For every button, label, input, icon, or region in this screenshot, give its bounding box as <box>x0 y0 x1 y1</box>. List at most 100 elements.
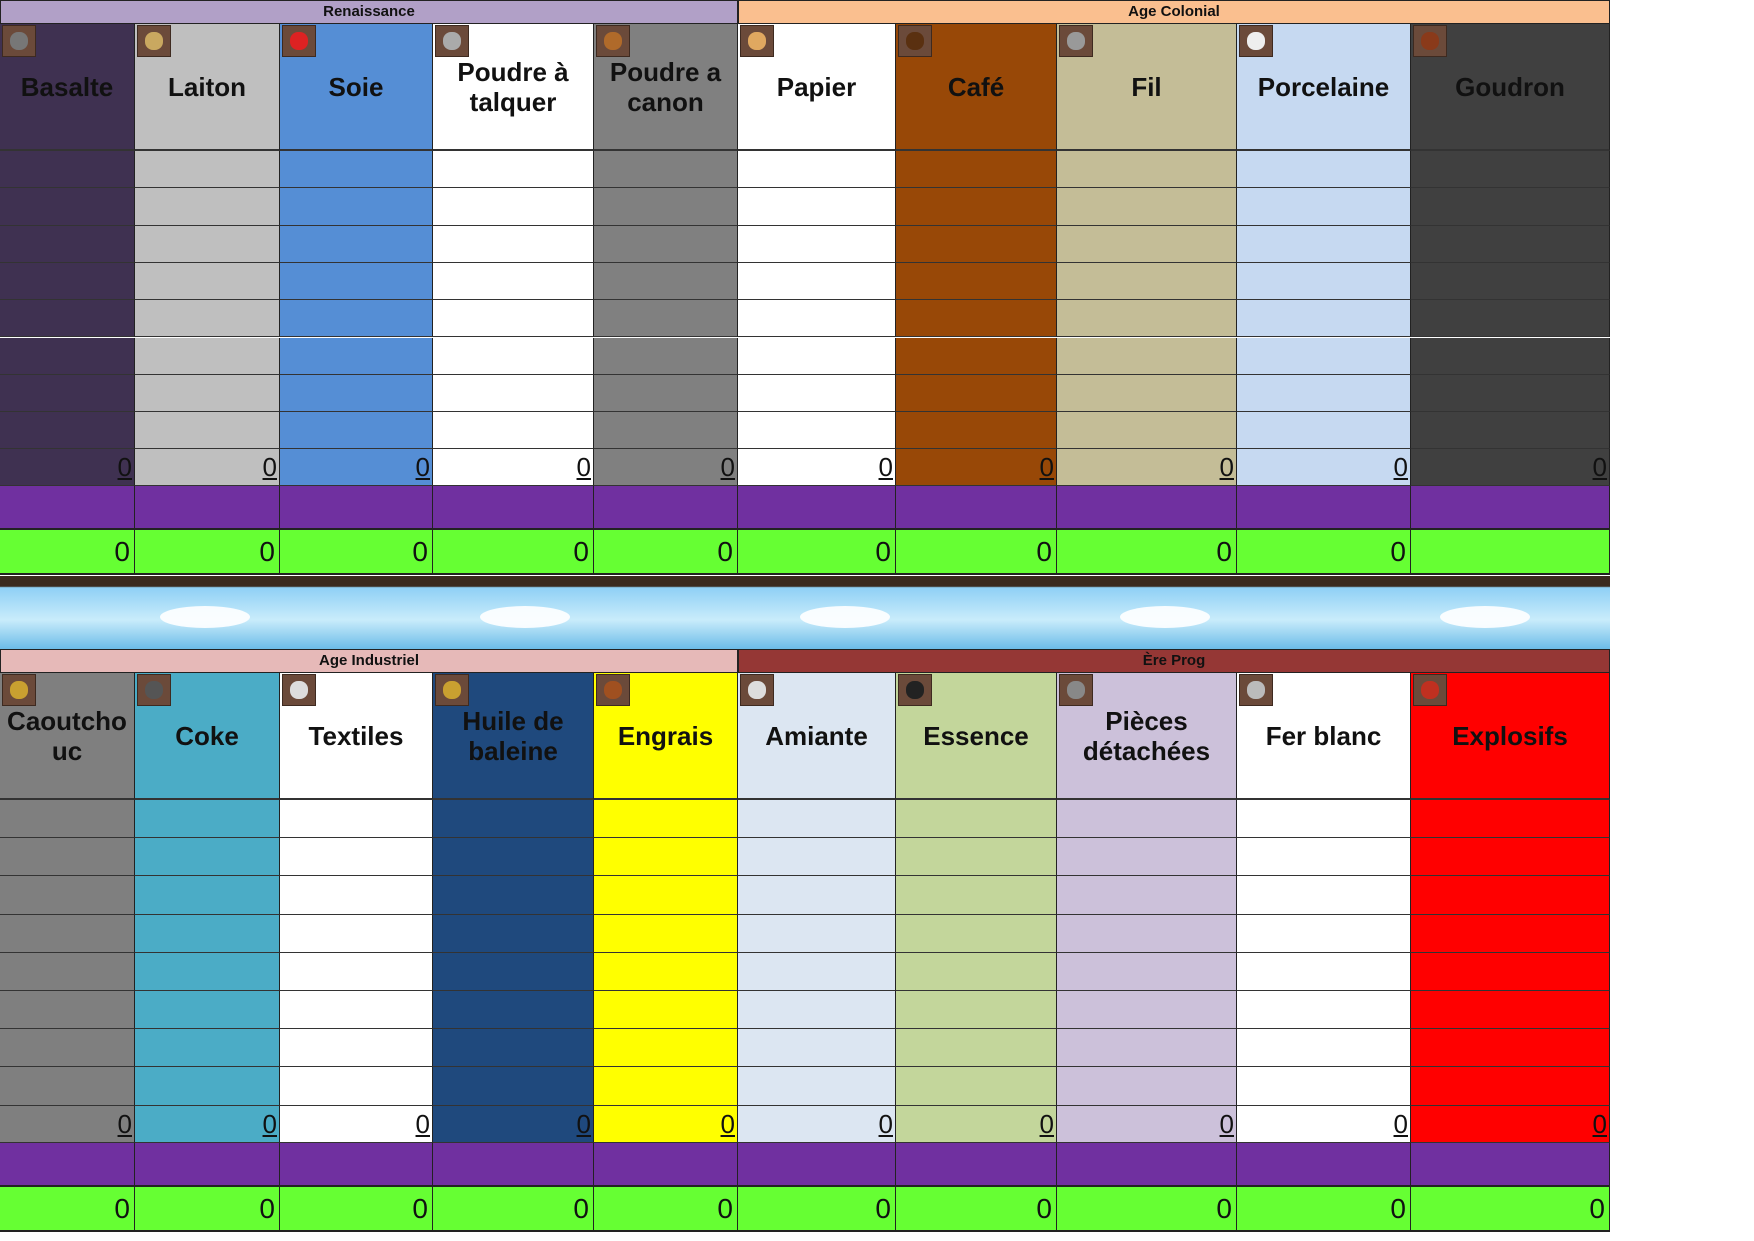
input-cell[interactable] <box>0 300 135 338</box>
input-cell[interactable] <box>0 1029 135 1068</box>
input-cell[interactable] <box>1237 225 1411 263</box>
input-cell[interactable] <box>594 800 738 839</box>
input-cell[interactable] <box>280 800 433 839</box>
input-cell[interactable] <box>280 1067 433 1106</box>
input-cell[interactable] <box>896 1029 1057 1068</box>
input-cell[interactable] <box>1237 876 1411 915</box>
input-cell[interactable] <box>0 800 135 839</box>
input-cell[interactable] <box>738 337 896 375</box>
input-cell[interactable] <box>594 412 738 450</box>
input-cell[interactable] <box>1411 337 1610 375</box>
input-cell[interactable] <box>135 1029 280 1068</box>
input-cell[interactable] <box>433 337 594 375</box>
input-cell[interactable] <box>896 838 1057 877</box>
input-cell[interactable] <box>896 412 1057 450</box>
input-cell[interactable] <box>280 337 433 375</box>
input-cell[interactable] <box>594 374 738 413</box>
input-cell[interactable] <box>594 188 738 226</box>
input-cell[interactable] <box>896 952 1057 991</box>
input-cell[interactable] <box>594 838 738 877</box>
input-cell[interactable] <box>1057 188 1237 226</box>
input-cell[interactable] <box>738 412 896 450</box>
input-cell[interactable] <box>280 374 433 413</box>
input-cell[interactable] <box>738 300 896 338</box>
input-cell[interactable] <box>135 225 280 263</box>
input-cell[interactable] <box>0 412 135 450</box>
input-cell[interactable] <box>0 952 135 991</box>
input-cell[interactable] <box>738 188 896 226</box>
input-cell[interactable] <box>1237 1067 1411 1106</box>
column-total-link[interactable]: 0 <box>896 1105 1057 1143</box>
input-cell[interactable] <box>594 300 738 338</box>
column-total-link[interactable]: 0 <box>738 449 896 487</box>
input-cell[interactable] <box>1411 262 1610 301</box>
input-cell[interactable] <box>1411 1029 1610 1068</box>
input-cell[interactable] <box>594 1067 738 1106</box>
input-cell[interactable] <box>1411 225 1610 263</box>
input-cell[interactable] <box>1057 1067 1237 1106</box>
input-cell[interactable] <box>1237 188 1411 226</box>
input-cell[interactable] <box>280 952 433 991</box>
input-cell[interactable] <box>896 188 1057 226</box>
input-cell[interactable] <box>0 337 135 375</box>
input-cell[interactable] <box>1411 188 1610 226</box>
input-cell[interactable] <box>135 337 280 375</box>
input-cell[interactable] <box>1411 838 1610 877</box>
input-cell[interactable] <box>1411 800 1610 839</box>
input-cell[interactable] <box>1057 838 1237 877</box>
column-total-link[interactable]: 0 <box>0 449 135 487</box>
input-cell[interactable] <box>594 151 738 189</box>
input-cell[interactable] <box>433 300 594 338</box>
input-cell[interactable] <box>738 838 896 877</box>
input-cell[interactable] <box>135 188 280 226</box>
input-cell[interactable] <box>1057 337 1237 375</box>
input-cell[interactable] <box>135 991 280 1030</box>
input-cell[interactable] <box>0 262 135 301</box>
input-cell[interactable] <box>594 876 738 915</box>
input-cell[interactable] <box>280 838 433 877</box>
input-cell[interactable] <box>280 1029 433 1068</box>
column-total-link[interactable]: 0 <box>594 449 738 487</box>
input-cell[interactable] <box>433 838 594 877</box>
input-cell[interactable] <box>738 374 896 413</box>
input-cell[interactable] <box>1057 1029 1237 1068</box>
input-cell[interactable] <box>1411 914 1610 953</box>
input-cell[interactable] <box>433 412 594 450</box>
input-cell[interactable] <box>0 225 135 263</box>
input-cell[interactable] <box>0 838 135 877</box>
input-cell[interactable] <box>1237 838 1411 877</box>
input-cell[interactable] <box>1411 374 1610 413</box>
input-cell[interactable] <box>0 914 135 953</box>
input-cell[interactable] <box>135 151 280 189</box>
input-cell[interactable] <box>135 1067 280 1106</box>
column-total-link[interactable]: 0 <box>1411 1105 1610 1143</box>
input-cell[interactable] <box>135 374 280 413</box>
input-cell[interactable] <box>433 952 594 991</box>
input-cell[interactable] <box>1237 374 1411 413</box>
input-cell[interactable] <box>1411 952 1610 991</box>
input-cell[interactable] <box>738 1029 896 1068</box>
input-cell[interactable] <box>1237 300 1411 338</box>
input-cell[interactable] <box>896 876 1057 915</box>
column-total-link[interactable]: 0 <box>135 1105 280 1143</box>
column-total-link[interactable]: 0 <box>896 449 1057 487</box>
input-cell[interactable] <box>280 876 433 915</box>
input-cell[interactable] <box>1057 225 1237 263</box>
input-cell[interactable] <box>280 225 433 263</box>
input-cell[interactable] <box>738 800 896 839</box>
input-cell[interactable] <box>896 300 1057 338</box>
column-total-link[interactable]: 0 <box>280 449 433 487</box>
input-cell[interactable] <box>738 151 896 189</box>
input-cell[interactable] <box>1237 337 1411 375</box>
input-cell[interactable] <box>1057 800 1237 839</box>
input-cell[interactable] <box>433 374 594 413</box>
input-cell[interactable] <box>1237 991 1411 1030</box>
input-cell[interactable] <box>1237 800 1411 839</box>
input-cell[interactable] <box>0 151 135 189</box>
input-cell[interactable] <box>738 225 896 263</box>
input-cell[interactable] <box>1411 412 1610 450</box>
input-cell[interactable] <box>896 800 1057 839</box>
input-cell[interactable] <box>896 991 1057 1030</box>
column-total-link[interactable]: 0 <box>433 1105 594 1143</box>
input-cell[interactable] <box>433 1067 594 1106</box>
